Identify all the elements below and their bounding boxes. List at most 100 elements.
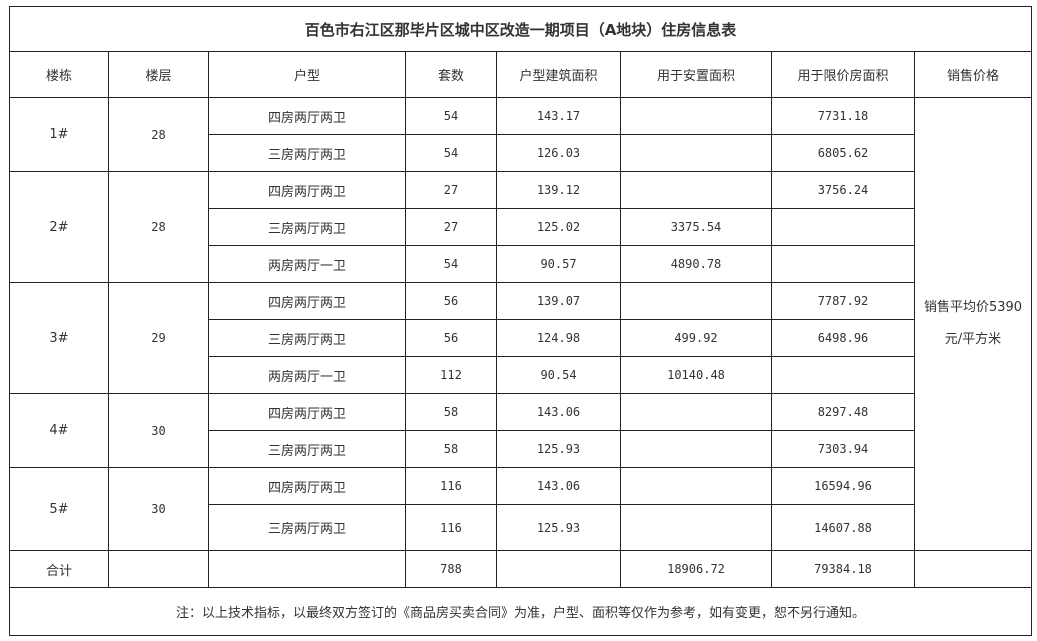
unit-area: 90.57 bbox=[496, 245, 621, 283]
unit-type: 三房两厅两卫 bbox=[208, 319, 406, 357]
building-floors: 28 bbox=[108, 171, 209, 283]
unit-count: 27 bbox=[405, 208, 497, 246]
unit-count: 116 bbox=[405, 504, 497, 551]
resettlement-area bbox=[620, 97, 772, 135]
unit-type: 三房两厅两卫 bbox=[208, 208, 406, 246]
unit-type: 两房两厅一卫 bbox=[208, 356, 406, 394]
unit-type: 四房两厅两卫 bbox=[208, 467, 406, 505]
unit-type: 三房两厅两卫 bbox=[208, 134, 406, 172]
total-resettlement: 18906.72 bbox=[620, 550, 772, 588]
limited-price-area: 6498.96 bbox=[771, 319, 915, 357]
unit-type: 四房两厅两卫 bbox=[208, 282, 406, 320]
total-label: 合计 bbox=[9, 550, 109, 588]
limited-price-area: 16594.96 bbox=[771, 467, 915, 505]
table-row: 三房两厅两卫 54 126.03 6805.62 bbox=[10, 134, 1032, 172]
building-name: 5# bbox=[9, 467, 109, 551]
table-row: 三房两厅两卫 27 125.02 3375.54 bbox=[10, 208, 1032, 246]
resettlement-area bbox=[620, 171, 772, 209]
building-floors: 30 bbox=[108, 393, 209, 468]
header-unit-area: 户型建筑面积 bbox=[496, 51, 621, 98]
unit-area: 124.98 bbox=[496, 319, 621, 357]
unit-count: 58 bbox=[405, 430, 497, 468]
footnote: 注：以上技术指标，以最终双方签订的《商品房买卖合同》为准，户型、面积等仅作为参考… bbox=[9, 587, 1032, 636]
limited-price-area bbox=[771, 245, 915, 283]
table-row: 三房两厅两卫 58 125.93 7303.94 bbox=[10, 430, 1032, 468]
resettlement-area: 3375.54 bbox=[620, 208, 772, 246]
total-empty-price bbox=[914, 550, 1032, 588]
building-name: 4# bbox=[9, 393, 109, 468]
housing-info-table: 百色市右江区那毕片区城中区改造一期项目（A地块）住房信息表 楼栋 楼层 户型 套数 户型… bbox=[9, 6, 1032, 636]
unit-area: 125.93 bbox=[496, 504, 621, 551]
resettlement-area bbox=[620, 282, 772, 320]
limited-price-area bbox=[771, 208, 915, 246]
unit-area: 125.93 bbox=[496, 430, 621, 468]
building-floors: 29 bbox=[108, 282, 209, 394]
header-floors: 楼层 bbox=[108, 51, 209, 98]
resettlement-area: 4890.78 bbox=[620, 245, 772, 283]
resettlement-area: 499.92 bbox=[620, 319, 772, 357]
unit-area: 143.17 bbox=[496, 97, 621, 135]
unit-count: 56 bbox=[405, 282, 497, 320]
unit-count: 54 bbox=[405, 134, 497, 172]
building-name: 3# bbox=[9, 282, 109, 394]
limited-price-area: 6805.62 bbox=[771, 134, 915, 172]
total-empty-area bbox=[496, 550, 621, 588]
limited-price-area: 7303.94 bbox=[771, 430, 915, 468]
building-name: 2# bbox=[9, 171, 109, 283]
resettlement-area: 10140.48 bbox=[620, 356, 772, 394]
limited-price-area: 8297.48 bbox=[771, 393, 915, 431]
table-row: 两房两厅一卫 112 90.54 10140.48 bbox=[10, 356, 1032, 394]
unit-type: 四房两厅两卫 bbox=[208, 97, 406, 135]
header-building: 楼栋 bbox=[9, 51, 109, 98]
unit-area: 139.12 bbox=[496, 171, 621, 209]
header-limited-price-area: 用于限价房面积 bbox=[771, 51, 915, 98]
limited-price-area: 7787.92 bbox=[771, 282, 915, 320]
header-sales-price: 销售价格 bbox=[914, 51, 1032, 98]
unit-count: 56 bbox=[405, 319, 497, 357]
building-floors: 30 bbox=[108, 467, 209, 551]
resettlement-area bbox=[620, 467, 772, 505]
header-unit-count: 套数 bbox=[405, 51, 497, 98]
limited-price-area: 7731.18 bbox=[771, 97, 915, 135]
table-title: 百色市右江区那毕片区城中区改造一期项目（A地块）住房信息表 bbox=[9, 6, 1032, 52]
table-row: 4# 30 四房两厅两卫 58 143.06 8297.48 bbox=[9, 393, 1032, 468]
building-name: 1# bbox=[9, 97, 109, 172]
unit-area: 90.54 bbox=[496, 356, 621, 394]
unit-area: 125.02 bbox=[496, 208, 621, 246]
unit-type: 四房两厅两卫 bbox=[208, 171, 406, 209]
unit-count: 54 bbox=[405, 245, 497, 283]
total-empty-type bbox=[208, 550, 406, 588]
total-count: 788 bbox=[405, 550, 497, 588]
limited-price-area: 14607.88 bbox=[771, 504, 915, 551]
unit-type: 四房两厅两卫 bbox=[208, 393, 406, 431]
unit-area: 143.06 bbox=[496, 467, 621, 505]
table-row: 两房两厅一卫 54 90.57 4890.78 bbox=[10, 245, 1032, 283]
table-row: 3# 29 四房两厅两卫 56 139.07 7787.92 bbox=[9, 282, 1032, 394]
limited-price-area bbox=[771, 356, 915, 394]
unit-count: 116 bbox=[405, 467, 497, 505]
unit-count: 112 bbox=[405, 356, 497, 394]
unit-area: 143.06 bbox=[496, 393, 621, 431]
unit-type: 两房两厅一卫 bbox=[208, 245, 406, 283]
resettlement-area bbox=[620, 134, 772, 172]
table-row: 2# 28 四房两厅两卫 27 139.12 3756.24 bbox=[9, 171, 1032, 283]
unit-area: 126.03 bbox=[496, 134, 621, 172]
total-empty-floors bbox=[108, 550, 209, 588]
total-limited: 79384.18 bbox=[771, 550, 915, 588]
resettlement-area bbox=[620, 504, 772, 551]
unit-area: 139.07 bbox=[496, 282, 621, 320]
table-row: 1# 28 四房两厅两卫 54 143.17 7731.18 销售平均价5390元/平方米 bbox=[9, 97, 1032, 551]
resettlement-area bbox=[620, 430, 772, 468]
resettlement-area bbox=[620, 393, 772, 431]
unit-type: 三房两厅两卫 bbox=[208, 430, 406, 468]
unit-type: 三房两厅两卫 bbox=[208, 504, 406, 551]
unit-count: 27 bbox=[405, 171, 497, 209]
header-unit-type: 户型 bbox=[208, 51, 406, 98]
building-floors: 28 bbox=[108, 97, 209, 172]
unit-count: 58 bbox=[405, 393, 497, 431]
table-row: 5# 30 四房两厅两卫 116 143.06 16594.96 bbox=[9, 467, 1032, 551]
table-row: 三房两厅两卫 56 124.98 499.92 6498.96 bbox=[10, 319, 1032, 357]
unit-count: 54 bbox=[405, 97, 497, 135]
table-row: 三房两厅两卫 116 125.93 14607.88 bbox=[10, 504, 1032, 551]
total-row: 合计 788 18906.72 79384.18 bbox=[9, 550, 1032, 588]
